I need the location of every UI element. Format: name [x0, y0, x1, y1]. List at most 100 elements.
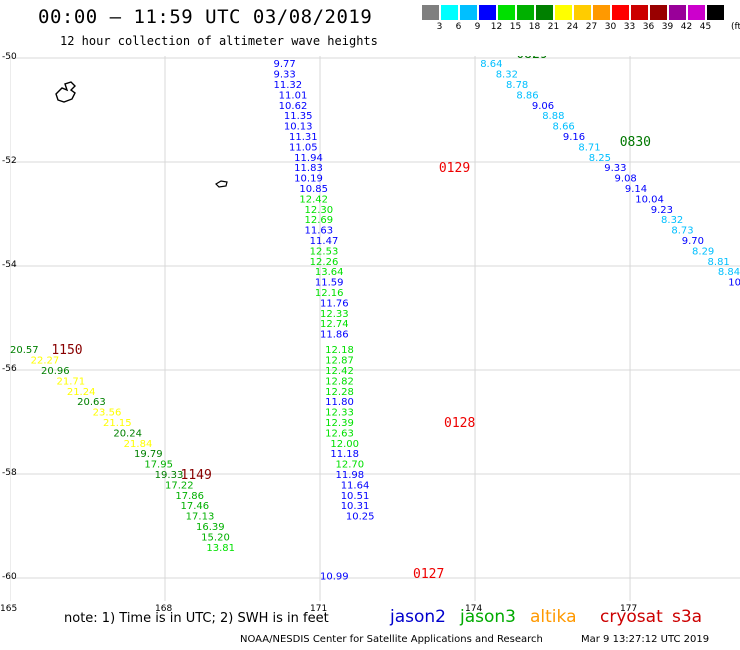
wave-height-value: 12.69 — [305, 215, 334, 226]
legend-swatch — [593, 5, 610, 20]
wave-height-value: 9.08 — [615, 174, 637, 185]
satellite-name: jason2 — [390, 607, 446, 627]
track-time-label: 0830 — [620, 135, 651, 150]
wave-height-value: 10.51 — [341, 491, 370, 502]
wave-height-value: 11.86 — [320, 330, 349, 341]
wave-height-value: 9.14 — [625, 184, 647, 195]
wave-height-value: 11.59 — [315, 278, 344, 289]
x-tick-label: 177 — [620, 604, 638, 614]
wave-height-value: 20.63 — [77, 397, 106, 408]
wave-height-value: 16.39 — [196, 522, 225, 533]
wave-height-value: 20.24 — [113, 428, 142, 439]
track-time-label: 0127 — [413, 567, 444, 582]
wave-height-value: 13.81 — [206, 543, 235, 554]
wave-height-value: 17.46 — [181, 501, 210, 512]
wave-height-value: 10.85 — [299, 184, 328, 195]
y-tick-label: -54 — [2, 260, 17, 270]
wave-height-value: 21.15 — [103, 418, 132, 429]
wave-height-value: 8.29 — [692, 246, 714, 257]
wave-height-value: 11.31 — [289, 132, 318, 143]
wave-height-value: 11.47 — [310, 236, 339, 247]
wave-height-value: 17.22 — [165, 480, 194, 491]
wave-height-value: 20.57 — [10, 345, 39, 356]
legend-label: 3 — [436, 22, 443, 32]
wave-height-value: 12.30 — [305, 205, 334, 216]
legend-label: 21 — [547, 22, 560, 32]
wave-height-value: 12.74 — [320, 319, 349, 330]
wave-height-value: 11.83 — [294, 163, 323, 174]
legend-swatch — [650, 5, 667, 20]
y-tick-label: -56 — [2, 364, 17, 374]
wave-height-value: 9.70 — [682, 236, 704, 247]
footer-note: note: 1) Time is in UTC; 2) SWH is in fe… — [64, 611, 329, 626]
wave-height-value: 12.33 — [320, 309, 349, 320]
legend-label: 18 — [528, 22, 541, 32]
track-time-label: 0129 — [439, 161, 470, 176]
legend-label: 45 — [699, 22, 712, 32]
legend-swatch — [422, 5, 439, 20]
wave-height-value: 21.71 — [57, 376, 86, 387]
wave-height-value: 11.80 — [325, 397, 354, 408]
wave-height-value: 19.33 — [155, 470, 184, 481]
track-time-label: 0128 — [444, 416, 475, 431]
wave-height-value: 11.94 — [294, 153, 323, 164]
wave-height-value: 17.95 — [144, 460, 173, 471]
wave-height-value: 9.16 — [563, 132, 585, 143]
y-tick-label: -50 — [2, 52, 17, 62]
track-time-label: 1150 — [51, 343, 82, 358]
wave-height-value: 10.25 — [346, 512, 375, 523]
track-time-label: 1149 — [181, 468, 212, 483]
legend-label: 39 — [661, 22, 674, 32]
satellite-name: jason3 — [460, 607, 516, 627]
map-plot: 9.77 9.33 11.32 11.01 10.62 11.35 10.13 11.31 11… — [10, 56, 740, 601]
wave-height-value: 11.63 — [305, 226, 334, 237]
wave-height-value: 22.27 — [31, 356, 60, 367]
satellite-name: cryosat — [600, 607, 663, 627]
page-title: 00:00 – 11:59 UTC 03/08/2019 — [38, 6, 373, 28]
wave-height-value: 23.56 — [93, 408, 122, 419]
wave-height-value: 12.42 — [299, 194, 328, 205]
map-svg: 9.779.3311.3211.0110.6211.3510.1311.3111… — [10, 56, 740, 601]
legend-label: 12 — [490, 22, 503, 32]
wave-height-value: 11.18 — [330, 449, 359, 460]
wave-height-value: 8.86 — [516, 90, 538, 101]
wave-height-value: 12.82 — [325, 376, 354, 387]
wave-height-value: 8.73 — [671, 226, 693, 237]
wave-height-value: 19.79 — [134, 449, 163, 460]
wave-height-value: 11.98 — [336, 470, 365, 481]
wave-height-value: 10.13 — [284, 122, 313, 133]
wave-height-value: 10.31 — [341, 501, 370, 512]
wave-height-value: 8.32 — [661, 215, 683, 226]
y-tick-label: -52 — [2, 156, 17, 166]
legend-swatch — [536, 5, 553, 20]
wave-height-value: 11.64 — [341, 480, 370, 491]
wave-height-value: 9.33 — [604, 163, 626, 174]
wave-height-value: 8.84 — [718, 267, 740, 278]
credit-line: NOAA/NESDIS Center for Satellite Applica… — [240, 634, 543, 645]
legend-swatch — [555, 5, 572, 20]
wave-height-value: 17.86 — [175, 491, 204, 502]
legend-label: 15 — [509, 22, 522, 32]
wave-height-value: 9.06 — [532, 101, 554, 112]
wave-height-value: 21.24 — [67, 387, 96, 398]
legend-unit: (ft) — [731, 22, 740, 32]
page-subtitle: 12 hour collection of altimeter wave hei… — [60, 34, 378, 48]
track-time-label: 0829 — [516, 56, 547, 62]
legend-label: 24 — [566, 22, 579, 32]
wave-height-value: 12.16 — [315, 288, 344, 299]
legend-label: 33 — [623, 22, 636, 32]
legend-swatch — [441, 5, 458, 20]
generated-timestamp: Mar 9 13:27:12 UTC 2019 — [581, 634, 710, 645]
legend-label: 36 — [642, 22, 655, 32]
wave-height-value: 9.33 — [274, 70, 296, 81]
wave-height-value: 11.05 — [289, 142, 318, 153]
x-tick-label: 171 — [310, 604, 328, 614]
wave-height-value: 12.70 — [336, 460, 365, 471]
legend-swatch — [479, 5, 496, 20]
wave-height-value: 12.63 — [325, 428, 354, 439]
wave-height-value: 9.23 — [651, 205, 673, 216]
legend-swatch — [517, 5, 534, 20]
satellite-name: s3a — [672, 607, 703, 627]
wave-height-value: 11.32 — [274, 80, 303, 91]
wave-height-value: 11.35 — [284, 111, 313, 122]
